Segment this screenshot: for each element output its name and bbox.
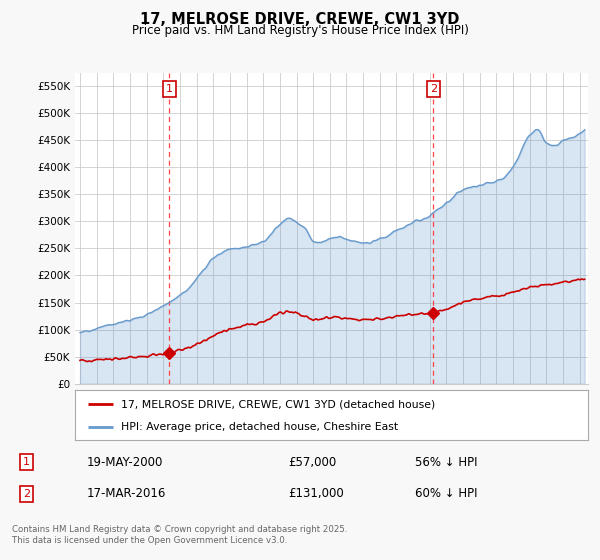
Text: Contains HM Land Registry data © Crown copyright and database right 2025.
This d: Contains HM Land Registry data © Crown c…	[12, 525, 347, 545]
Text: Price paid vs. HM Land Registry's House Price Index (HPI): Price paid vs. HM Land Registry's House …	[131, 24, 469, 37]
Text: 2: 2	[430, 84, 437, 94]
Text: 19-MAY-2000: 19-MAY-2000	[87, 456, 163, 469]
Text: HPI: Average price, detached house, Cheshire East: HPI: Average price, detached house, Ches…	[121, 422, 398, 432]
Text: £131,000: £131,000	[289, 487, 344, 501]
Text: 17, MELROSE DRIVE, CREWE, CW1 3YD: 17, MELROSE DRIVE, CREWE, CW1 3YD	[140, 12, 460, 27]
Text: £57,000: £57,000	[289, 456, 337, 469]
Text: 1: 1	[23, 457, 30, 467]
Text: 1: 1	[166, 84, 173, 94]
Text: 17-MAR-2016: 17-MAR-2016	[87, 487, 166, 501]
Text: 60% ↓ HPI: 60% ↓ HPI	[415, 487, 478, 501]
Text: 2: 2	[23, 489, 30, 499]
Text: 17, MELROSE DRIVE, CREWE, CW1 3YD (detached house): 17, MELROSE DRIVE, CREWE, CW1 3YD (detac…	[121, 399, 436, 409]
Text: 56% ↓ HPI: 56% ↓ HPI	[415, 456, 478, 469]
